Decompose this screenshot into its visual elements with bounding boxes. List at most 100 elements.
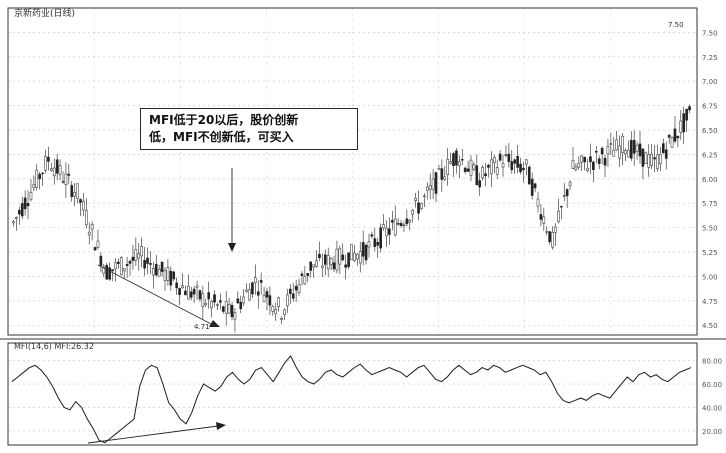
candle-body <box>364 244 368 261</box>
candle-body <box>589 156 592 163</box>
candle-body <box>303 276 307 285</box>
price-tick-label: 4.50 <box>702 322 718 330</box>
candle-body <box>239 301 243 310</box>
candle-body <box>606 146 610 155</box>
candle-body <box>682 113 686 133</box>
price-tick-label: 7.50 <box>702 29 718 37</box>
candle-body <box>178 288 181 296</box>
candle-body <box>659 154 662 164</box>
candle-body <box>402 224 406 227</box>
candle-body <box>452 153 455 167</box>
candle-body <box>216 304 219 306</box>
price-tick-label: 5.25 <box>702 249 718 257</box>
candle-body <box>533 183 537 189</box>
price-trendline-arrowhead <box>209 320 220 327</box>
price-tick-label: 6.50 <box>702 127 718 135</box>
candle-body <box>629 140 633 159</box>
candle-body <box>236 298 240 304</box>
candle-body <box>73 192 76 197</box>
candle-body <box>411 210 415 215</box>
candle-body <box>460 159 464 161</box>
candle-body <box>405 218 409 225</box>
annotation-line-1: MFI低于20以后，股价创新 <box>149 113 299 127</box>
candle-body <box>560 206 563 208</box>
candle-body <box>624 150 627 155</box>
candle-body <box>15 217 18 219</box>
candle-body <box>248 289 251 301</box>
candle-body <box>172 271 176 280</box>
candle-body <box>17 210 21 215</box>
candle-body <box>198 290 202 300</box>
candle-body <box>367 241 371 248</box>
candle-body <box>140 246 143 257</box>
candle-body <box>143 260 146 269</box>
candle-body <box>627 149 630 158</box>
candle-body <box>379 227 382 249</box>
candle-body <box>673 128 677 142</box>
candle-body <box>318 253 321 259</box>
candle-body <box>498 153 502 161</box>
mfi-series <box>11 354 692 444</box>
candle-body <box>152 268 155 276</box>
price-tick-label: 6.25 <box>702 151 718 159</box>
price-tick-label: 7.00 <box>702 78 718 86</box>
candle-body <box>55 159 59 174</box>
candle-body <box>458 161 461 166</box>
candle-body <box>134 249 138 261</box>
candle-body <box>122 268 126 272</box>
candle-body <box>341 254 345 261</box>
candle-body <box>294 285 298 291</box>
candle-body <box>163 270 167 282</box>
candle-body <box>137 253 141 259</box>
candle-body <box>262 294 266 302</box>
candle-body <box>326 255 330 270</box>
candle-body <box>356 253 359 260</box>
candle-body <box>315 260 318 267</box>
candle-body <box>256 291 260 296</box>
candle-body <box>423 195 426 197</box>
price-tick-label: 5.75 <box>702 200 718 208</box>
candle-body <box>414 198 417 202</box>
candle-body <box>274 309 278 314</box>
candle-body <box>478 180 482 188</box>
candle-body <box>210 300 213 309</box>
candle-body <box>347 252 350 267</box>
candle-body <box>583 156 586 163</box>
candle-body <box>361 242 365 257</box>
candle-body <box>128 260 132 264</box>
candle-body <box>335 248 339 271</box>
candle-body <box>492 157 496 164</box>
candle-body <box>679 120 683 133</box>
high-price-marker: 7.50 <box>668 21 684 29</box>
candle-body <box>149 263 152 265</box>
candle-body <box>530 178 534 196</box>
candle-body <box>157 268 161 277</box>
candle-body <box>286 294 289 307</box>
candle-body <box>685 108 688 121</box>
candle-body <box>522 167 525 171</box>
candle-body <box>108 267 111 280</box>
candle-body <box>501 163 505 168</box>
candle-body <box>376 241 380 246</box>
candle-body <box>554 226 557 233</box>
candle-body <box>338 248 342 265</box>
mfi-tick-label: 60.00 <box>702 381 722 389</box>
candle-body <box>291 293 295 299</box>
candle-body <box>321 265 324 268</box>
candle-body <box>271 306 275 312</box>
candle-body <box>67 173 71 176</box>
candle-body <box>90 224 94 230</box>
candle-body <box>513 159 517 164</box>
candle-body <box>632 139 636 154</box>
candle-body <box>641 148 645 167</box>
candle-body <box>213 294 216 303</box>
candle-body <box>527 166 531 185</box>
candle-body <box>93 247 97 251</box>
candle-body <box>557 210 560 223</box>
chart-title: 京新药业(日线) <box>14 7 75 19</box>
candle-body <box>29 191 33 200</box>
candle-body <box>539 214 543 220</box>
candle-body <box>586 167 589 171</box>
candle-body <box>224 301 228 314</box>
